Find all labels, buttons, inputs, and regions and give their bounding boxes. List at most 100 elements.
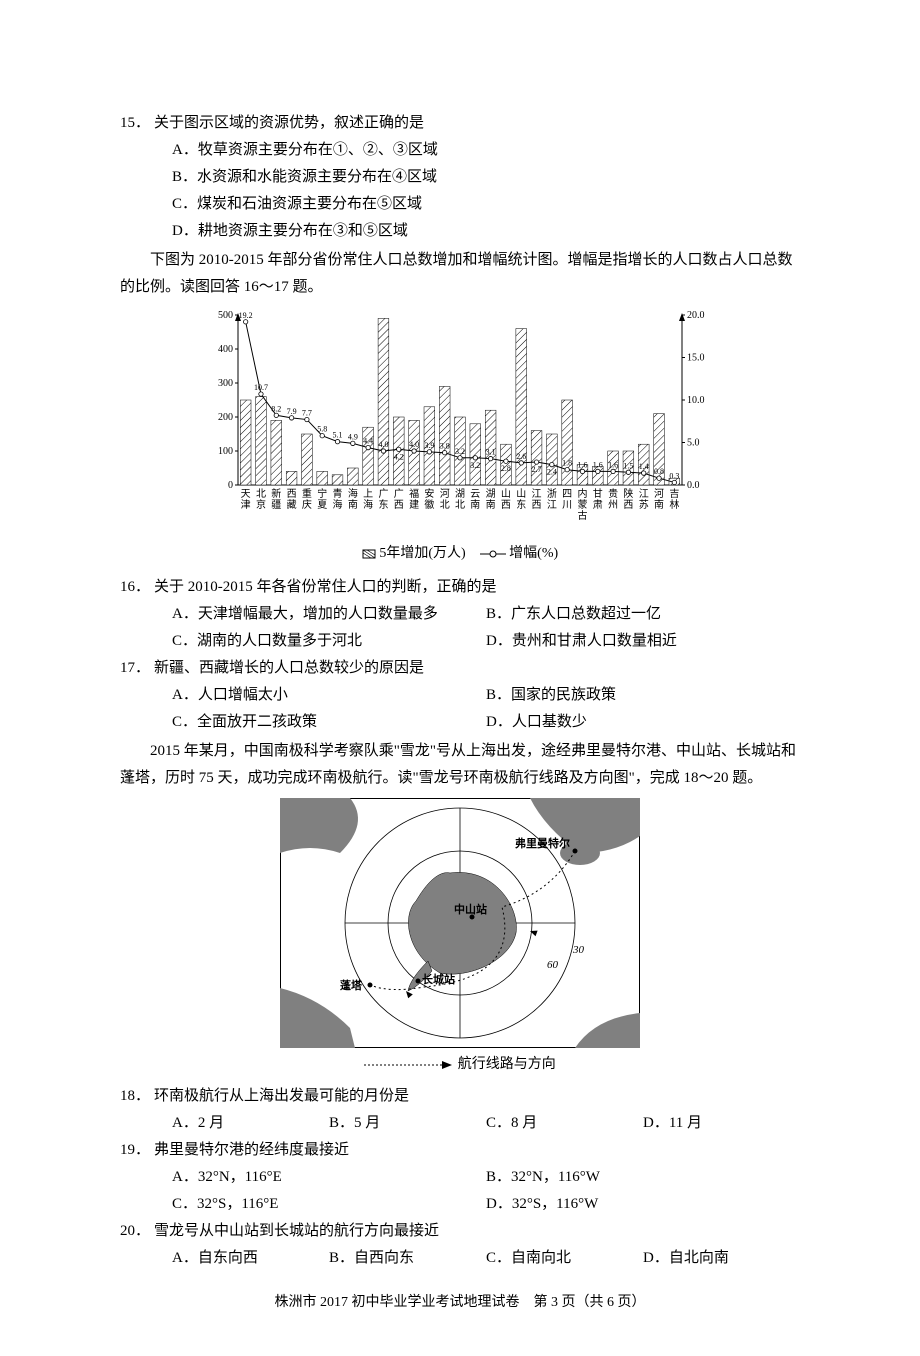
q18-opt-d: D．11 月 bbox=[643, 1110, 800, 1137]
svg-text:1.5: 1.5 bbox=[623, 461, 633, 470]
svg-text:西: 西 bbox=[287, 489, 297, 500]
q16: 16． 关于 2010-2015 年各省份常住人口的判断，正确的是 bbox=[120, 574, 800, 601]
svg-text:北: 北 bbox=[455, 499, 465, 511]
svg-text:苏: 苏 bbox=[639, 498, 649, 511]
svg-text:南: 南 bbox=[654, 498, 664, 511]
svg-text:徽: 徽 bbox=[424, 498, 434, 511]
svg-text:吉: 吉 bbox=[669, 488, 679, 500]
svg-text:2.4: 2.4 bbox=[547, 468, 557, 477]
q19-num: 19． bbox=[120, 1137, 154, 1164]
svg-text:2.8: 2.8 bbox=[501, 464, 511, 473]
svg-text:内: 内 bbox=[577, 487, 587, 500]
q17-opts: A．人口增幅太小 B．国家的民族政策 C．全面放开二孩政策 D．人口基数少 bbox=[120, 682, 800, 736]
q20-num: 20． bbox=[120, 1218, 154, 1245]
svg-text:3.9: 3.9 bbox=[424, 441, 434, 450]
q15: 15． 关于图示区域的资源优势，叙述正确的是 bbox=[120, 110, 800, 137]
q18-opt-b: B．5 月 bbox=[329, 1110, 486, 1137]
svg-text:1.8: 1.8 bbox=[562, 459, 572, 468]
svg-text:天: 天 bbox=[241, 489, 251, 500]
q16-num: 16． bbox=[120, 574, 154, 601]
q19-opts: A．32°N，116°E B．32°N，116°W C．32°S，116°E D… bbox=[120, 1164, 800, 1218]
svg-text:山: 山 bbox=[501, 488, 511, 500]
intro-chart: 下图为 2010-2015 年部分省份常住人口总数增加和增幅统计图。增幅是指增长… bbox=[120, 247, 800, 301]
legend-bar-text: 5年增加(万人) bbox=[379, 546, 465, 561]
svg-text:山: 山 bbox=[516, 488, 526, 500]
q17-opt-a: A．人口增幅太小 bbox=[172, 682, 486, 709]
svg-text:北: 北 bbox=[256, 488, 266, 500]
svg-text:东: 东 bbox=[378, 498, 388, 511]
q15-stem: 关于图示区域的资源优势，叙述正确的是 bbox=[154, 110, 800, 137]
q18-stem: 环南极航行从上海出发最可能的月份是 bbox=[154, 1083, 800, 1110]
svg-text:浙: 浙 bbox=[547, 488, 557, 500]
svg-text:建: 建 bbox=[409, 498, 419, 511]
svg-text:甘: 甘 bbox=[593, 487, 603, 500]
q16-stem: 关于 2010-2015 年各省份常住人口的判断，正确的是 bbox=[154, 574, 800, 601]
svg-text:河: 河 bbox=[440, 488, 450, 500]
q16-opt-d: D．贵州和甘肃人口数量相近 bbox=[486, 628, 800, 655]
svg-text:10.7: 10.7 bbox=[254, 383, 268, 392]
svg-text:1.6: 1.6 bbox=[577, 460, 587, 469]
legend-line-text: 增幅(%) bbox=[509, 546, 558, 561]
svg-text:3.1: 3.1 bbox=[486, 448, 496, 457]
q15-opts: A．牧草资源主要分布在①、②、③区域 B．水资源和水能资源主要分布在④区域 C．… bbox=[120, 137, 800, 245]
svg-text:19.2: 19.2 bbox=[239, 311, 253, 320]
q20: 20． 雪龙号从中山站到长城站的航行方向最接近 bbox=[120, 1218, 800, 1245]
svg-text:15.0: 15.0 bbox=[687, 353, 705, 364]
svg-text:安: 安 bbox=[424, 487, 434, 500]
svg-text:1.4: 1.4 bbox=[639, 462, 649, 471]
svg-text:30: 30 bbox=[572, 944, 585, 956]
q18-opt-c: C．8 月 bbox=[486, 1110, 643, 1137]
map-legend-text: 航行线路与方向 bbox=[458, 1057, 556, 1072]
svg-text:弗里曼特尔: 弗里曼特尔 bbox=[515, 836, 570, 850]
svg-text:西: 西 bbox=[501, 500, 511, 511]
svg-text:20.0: 20.0 bbox=[687, 310, 705, 321]
svg-text:4.0: 4.0 bbox=[378, 440, 388, 449]
svg-text:中山站: 中山站 bbox=[454, 902, 487, 916]
svg-text:200: 200 bbox=[218, 412, 233, 423]
svg-text:7.7: 7.7 bbox=[302, 409, 312, 418]
q16-opt-a: A．天津增幅最大，增加的人口数量最多 bbox=[172, 601, 486, 628]
svg-text:2.6: 2.6 bbox=[516, 452, 526, 461]
q19-stem: 弗里曼特尔港的经纬度最接近 bbox=[154, 1137, 800, 1164]
antarctic-map: 3060中山站长城站蓬塔弗里曼特尔 bbox=[120, 798, 800, 1048]
q19-opt-c: C．32°S，116°E bbox=[172, 1191, 486, 1218]
svg-text:青: 青 bbox=[333, 487, 343, 500]
svg-text:0.3: 0.3 bbox=[669, 471, 679, 480]
q16-opts: A．天津增幅最大，增加的人口数量最多 B．广东人口总数超过一亿 C．湖南的人口数… bbox=[120, 601, 800, 655]
svg-text:肃: 肃 bbox=[593, 499, 603, 511]
q20-opt-b: B．自西向东 bbox=[329, 1245, 486, 1272]
svg-text:云: 云 bbox=[470, 489, 480, 500]
svg-text:长城站: 长城站 bbox=[422, 972, 455, 986]
svg-text:林: 林 bbox=[669, 498, 679, 511]
svg-text:湖: 湖 bbox=[455, 488, 465, 500]
svg-text:3.8: 3.8 bbox=[440, 442, 450, 451]
svg-text:南: 南 bbox=[470, 498, 480, 511]
chart-svg: 01002003004005000.05.010.015.020.0天津北京新疆… bbox=[200, 305, 720, 535]
q19-opt-b: B．32°N，116°W bbox=[486, 1164, 800, 1191]
svg-text:疆: 疆 bbox=[271, 499, 281, 511]
q19-opt-a: A．32°N，116°E bbox=[172, 1164, 486, 1191]
svg-text:蓬塔: 蓬塔 bbox=[340, 978, 363, 992]
intro-map: 2015 年某月，中国南极科学考察队乘"雪龙"号从上海出发，途经弗里曼特尔港、中… bbox=[120, 738, 800, 792]
svg-text:1.6: 1.6 bbox=[608, 460, 618, 469]
q18-num: 18． bbox=[120, 1083, 154, 1110]
population-chart: 01002003004005000.05.010.015.020.0天津北京新疆… bbox=[120, 305, 800, 535]
svg-text:江: 江 bbox=[532, 488, 542, 500]
svg-text:4.2: 4.2 bbox=[394, 452, 404, 461]
svg-text:宁: 宁 bbox=[317, 487, 327, 500]
map-svg: 3060中山站长城站蓬塔弗里曼特尔 bbox=[280, 798, 640, 1048]
svg-text:10.0: 10.0 bbox=[687, 395, 705, 406]
svg-text:2.7: 2.7 bbox=[532, 465, 542, 474]
q20-opt-a: A．自东向西 bbox=[172, 1245, 329, 1272]
svg-text:陕: 陕 bbox=[623, 487, 633, 500]
q17-stem: 新疆、西藏增长的人口总数较少的原因是 bbox=[154, 655, 800, 682]
svg-text:4.4: 4.4 bbox=[363, 437, 373, 446]
svg-text:海: 海 bbox=[363, 498, 373, 511]
svg-text:5.8: 5.8 bbox=[317, 425, 327, 434]
svg-text:福: 福 bbox=[409, 487, 419, 500]
map-legend: 航行线路与方向 bbox=[120, 1052, 800, 1077]
q17-opt-c: C．全面放开二孩政策 bbox=[172, 709, 486, 736]
svg-text:上: 上 bbox=[363, 488, 373, 500]
q18: 18． 环南极航行从上海出发最可能的月份是 bbox=[120, 1083, 800, 1110]
q20-opt-d: D．自北向南 bbox=[643, 1245, 800, 1272]
